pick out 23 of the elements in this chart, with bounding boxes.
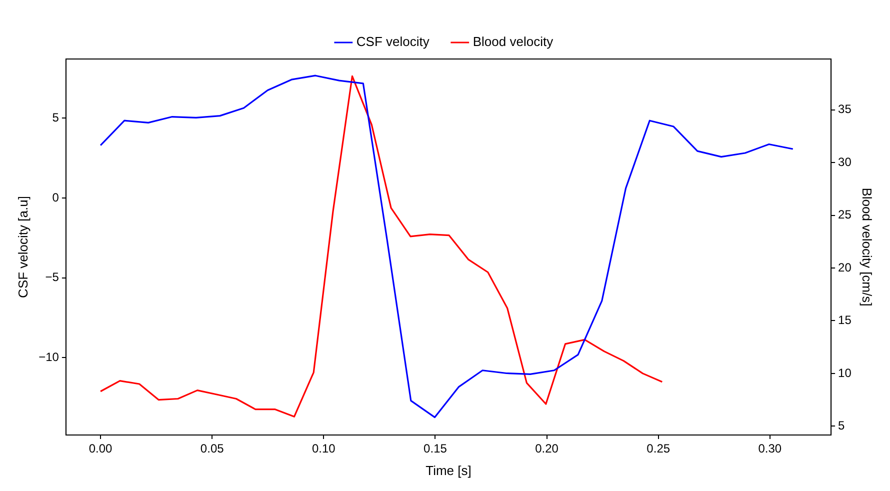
y2-tick-label: 10 bbox=[838, 366, 852, 380]
y2-tick-label: 35 bbox=[838, 102, 852, 116]
y-axis-title: CSF velocity [a.u] bbox=[15, 196, 30, 298]
x-tick-label: 0.20 bbox=[535, 442, 559, 456]
y2-tick-label: 15 bbox=[838, 313, 852, 328]
x-tick-label: 0.10 bbox=[312, 442, 336, 456]
y-tick-label: 5 bbox=[52, 110, 60, 125]
y-tick-label: −5 bbox=[45, 270, 60, 284]
legend-label: CSF velocity bbox=[356, 34, 430, 50]
y2-tick-label: 25 bbox=[838, 208, 852, 222]
x-tick-label: 0.15 bbox=[424, 442, 448, 456]
y-tick-label: −10 bbox=[38, 350, 60, 364]
y2-tick-label: 30 bbox=[838, 154, 852, 169]
x-tick-label: 0.25 bbox=[646, 442, 670, 456]
x-tick-label: 0.05 bbox=[200, 442, 224, 456]
x-tick-label: 0.30 bbox=[758, 442, 782, 456]
x-tick-label: 0.00 bbox=[88, 442, 113, 456]
y2-tick-label: 5 bbox=[838, 418, 846, 432]
x-axis-title: Time [s] bbox=[426, 462, 472, 478]
y2-tick-label: 20 bbox=[838, 260, 852, 274]
legend-label: Blood velocity bbox=[472, 34, 554, 50]
y-tick-label: 0 bbox=[52, 190, 60, 204]
y2-axis-title: Blood velocity [cm/s] bbox=[860, 188, 875, 306]
